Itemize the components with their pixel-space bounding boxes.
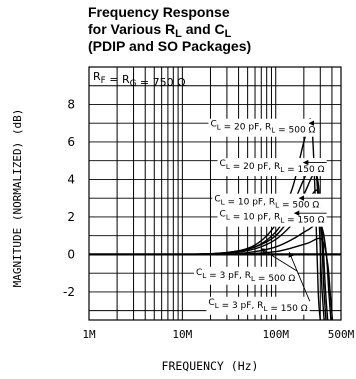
x-tick-label: 10M — [172, 328, 192, 341]
annotation-label-1: CL = 20 pF, RL = 500 Ω — [210, 120, 315, 136]
y-tick-label: 0 — [67, 247, 75, 261]
x-axis-label: FREQUENCY (Hz) — [162, 359, 259, 373]
plot-frame — [88, 66, 342, 321]
x-tick-label: 100M — [262, 328, 289, 341]
chart-title: Frequency Response for Various RL and CL… — [88, 4, 348, 55]
annotation-label-5: CL = 3 pF, RL = 500 Ω — [196, 268, 295, 284]
series-line-6 — [89, 237, 334, 320]
title-sub-rl: L — [175, 28, 182, 40]
title-sub-cl: L — [224, 28, 232, 40]
y-tick-label: 6 — [67, 135, 75, 149]
annotation-label-4: CL = 10 pF, RL = 150 Ω — [220, 210, 325, 226]
series-line-2 — [89, 158, 325, 320]
annotation-arrow — [260, 248, 298, 272]
chart-title-line-3: (PDIP and SO Packages) — [88, 38, 252, 54]
annotation-arrow — [288, 251, 311, 302]
title-text-c: and C — [181, 21, 225, 37]
y-tick-label: -2 — [63, 285, 75, 299]
annotation-label-3: CL = 10 pF, RL = 500 Ω — [214, 195, 319, 211]
title-text-a: for Various R — [88, 21, 176, 37]
annotation-label-2: CL = 20 pF, RL = 150 Ω — [220, 159, 325, 175]
y-tick-label: 4 — [67, 172, 75, 186]
x-tick-label: 500M — [328, 328, 355, 341]
chart-title-line-1: Frequency Response — [88, 4, 230, 20]
annotation-background — [212, 193, 322, 212]
tick-labels-group: 1M 10M 100M 500M 8 6 4 2 0 -2 — [63, 97, 355, 341]
x-tick-label: 1M — [82, 328, 96, 341]
y-tick-label: 2 — [67, 210, 75, 224]
annotations-group: CL = 20 pF, RL = 500 Ω CL = 20 pF, RL = 1… — [194, 118, 327, 315]
y-axis-label: MAGNITUDE (NORMALIZED) (dB) — [11, 109, 24, 288]
annotation-background — [217, 158, 327, 177]
annotation-label-6: CL = 3 pF, RL = 150 Ω — [208, 298, 307, 314]
annotation-background — [194, 266, 298, 285]
chart-title-line-2: for Various RL and CL — [88, 21, 348, 40]
condition-label: RF = RG = 750 Ω — [93, 70, 186, 89]
y-tick-label: 8 — [67, 97, 75, 111]
annotation-background — [206, 296, 310, 315]
annotation-background — [208, 118, 318, 137]
